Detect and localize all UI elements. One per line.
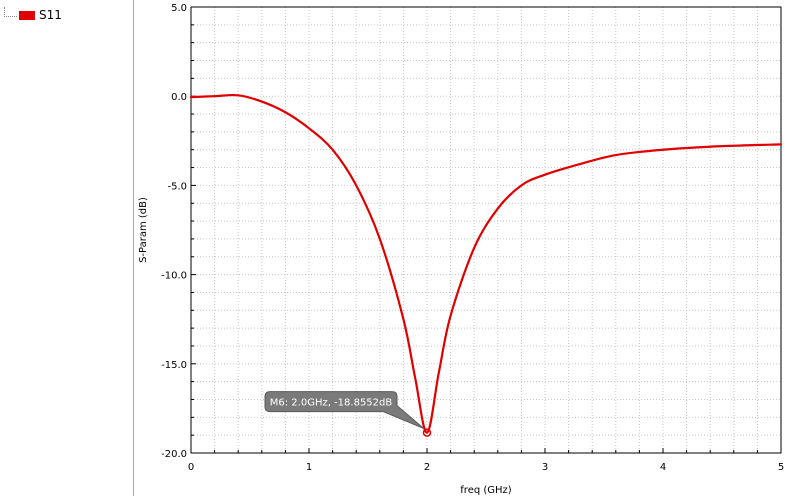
- y-axis-title: S-Param (dB): [138, 197, 149, 263]
- s-param-chart: 5.0 0.0 -5.0 -10.0 -15.0 -20.0 0 1 2 3 4 5 S-Param…: [138, 3, 784, 496]
- marker-callout: [264, 391, 425, 430]
- series-line-s11[interactable]: [189, 93, 783, 434]
- x-tick-label: 3: [542, 462, 548, 473]
- tree-connector: [4, 7, 17, 17]
- y-tick-label: -10.0: [161, 271, 187, 282]
- x-axis-title: freq (GHz): [460, 485, 512, 496]
- marker-point: [422, 428, 432, 437]
- legend-label-s11: S11: [39, 8, 62, 22]
- grid: [191, 7, 781, 453]
- marker-label: M6: 2.0GHz, -18.8552dB: [270, 398, 393, 409]
- y-tick-label: -15.0: [161, 360, 187, 371]
- y-tick-label: 0.0: [171, 92, 187, 103]
- marker-m6[interactable]: M6: 2.0GHz, -18.8552dB: [264, 391, 432, 437]
- x-tick-label: 0: [188, 462, 194, 473]
- y-tick-label: -5.0: [167, 181, 187, 192]
- x-tick-labels: 0 1 2 3 4 5: [188, 462, 784, 473]
- x-tick-label: 1: [306, 462, 312, 473]
- y-tick-label: 5.0: [171, 3, 187, 14]
- legend-panel: S11: [0, 0, 134, 496]
- x-tick-label: 4: [660, 462, 666, 473]
- plot-area: [191, 7, 781, 453]
- legend-swatch-s11: [19, 11, 35, 20]
- x-tick-label: 2: [424, 462, 430, 473]
- y-tick-labels: 5.0 0.0 -5.0 -10.0 -15.0 -20.0: [161, 3, 187, 460]
- x-tick-label: 5: [778, 462, 784, 473]
- y-tick-label: -20.0: [161, 449, 187, 460]
- plot-border: [190, 6, 782, 454]
